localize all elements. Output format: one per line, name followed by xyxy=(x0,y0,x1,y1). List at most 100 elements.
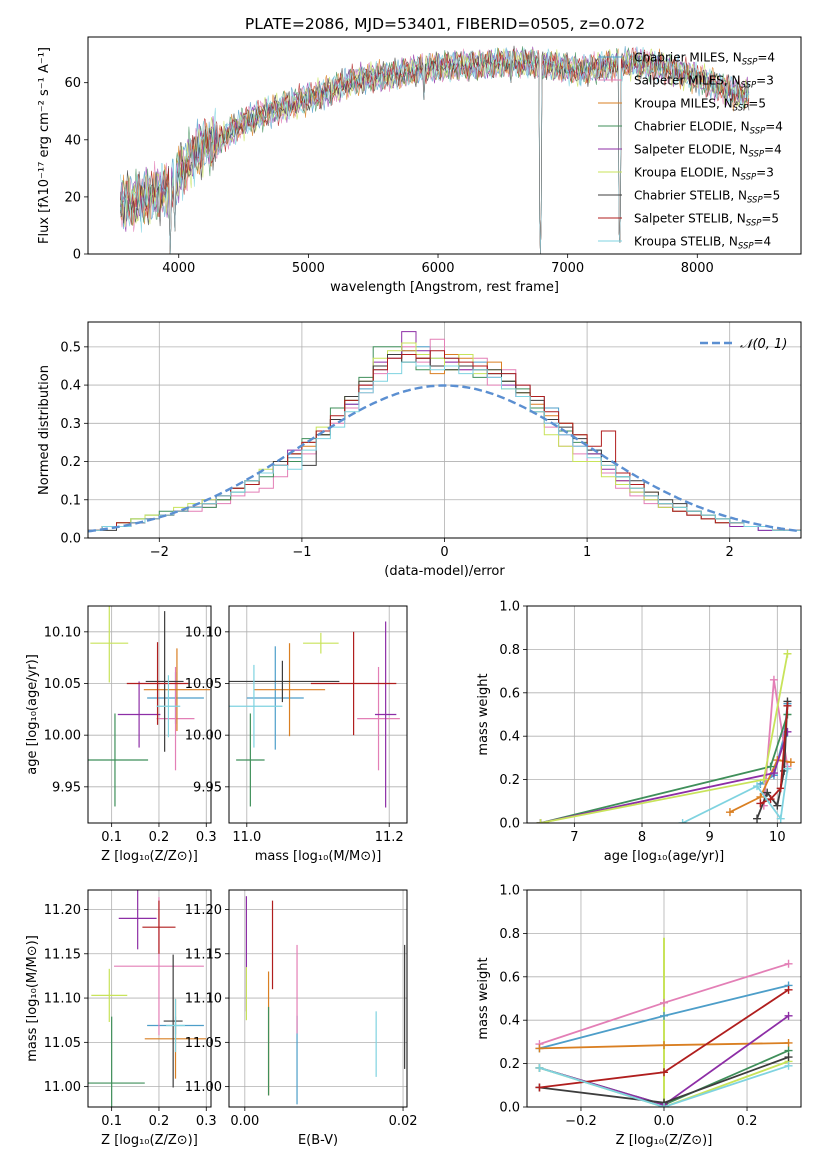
weight-marker xyxy=(773,801,782,810)
weight-marker xyxy=(784,1038,793,1047)
weight-marker xyxy=(769,675,778,684)
weight-marker xyxy=(783,649,792,658)
legend-entry-count: =4 xyxy=(764,143,782,157)
weight-marker xyxy=(784,1061,793,1070)
y-axis-label: mass weight xyxy=(476,957,491,1039)
y-tick-label: 9.95 xyxy=(52,780,81,795)
legend-entry: Kroupa ELODIE, NSSP=3 xyxy=(634,166,774,183)
x-tick-label: 4000 xyxy=(162,261,195,276)
y-tick-label: 10.10 xyxy=(185,625,222,640)
x-tick-label: 8000 xyxy=(681,261,714,276)
x-tick-label: 2 xyxy=(726,545,734,560)
axes-frame xyxy=(526,605,802,824)
legend-entry-sub: SSP xyxy=(733,104,749,114)
weight-marker xyxy=(678,819,687,823)
weight-marker xyxy=(536,819,545,823)
y-tick-label: 60 xyxy=(64,76,81,91)
y-tick-label: 11.00 xyxy=(185,1080,222,1095)
legend-entry-count: =3 xyxy=(756,166,774,180)
x-axis-label: mass [log₁₀(M/M⊙)] xyxy=(255,849,382,864)
x-axis-label: wavelength [Angstrom, rest frame] xyxy=(330,280,559,295)
x-tick-label: 7 xyxy=(570,830,578,845)
panel-weight-vs-age: 7 8 9 10 0.0 0.2 0.4 0.6 0.8 1.0 age [log₁₀(age/yr… xyxy=(476,600,802,864)
weight-marker xyxy=(783,764,792,773)
data-point xyxy=(303,632,339,654)
x-axis-label: Z [log₁₀(Z/Z⊙)] xyxy=(101,1133,198,1148)
weight-marker xyxy=(784,1011,793,1020)
y-tick-label: 0.6 xyxy=(499,970,520,985)
legend-entry-sub: SSP xyxy=(742,58,758,68)
data-point xyxy=(143,648,211,732)
y-axis-label: Normed distribution xyxy=(37,365,52,495)
x-tick-label: 11.2 xyxy=(375,830,404,845)
weight-marker xyxy=(756,799,765,808)
weight-marker xyxy=(769,769,778,778)
weight-line xyxy=(760,705,789,805)
x-tick-label: 0 xyxy=(440,545,448,560)
weight-marker xyxy=(784,1053,793,1062)
weight-line xyxy=(540,653,789,823)
data-point xyxy=(253,643,326,737)
y-tick-label: 10.05 xyxy=(44,677,81,692)
x-tick-label: 0.2 xyxy=(737,1114,758,1129)
weight-marker xyxy=(753,782,762,791)
y-tick-label: 0.0 xyxy=(60,532,81,547)
legend-entry-name: Chabrier ELODIE, N xyxy=(634,120,750,134)
weight-marker xyxy=(786,758,795,767)
weight-marker xyxy=(660,998,668,1007)
axes-frame xyxy=(228,605,408,824)
weight-line xyxy=(539,1064,789,1107)
x-tick-label: −2 xyxy=(150,545,169,560)
weight-marker xyxy=(784,985,793,994)
y-tick-label: 0.4 xyxy=(60,379,81,394)
x-tick-label: 5000 xyxy=(292,261,325,276)
y-tick-label: 0.4 xyxy=(499,1014,520,1029)
legend-entry-count: =3 xyxy=(756,74,774,88)
y-axis-label: Flux [fλ10⁻¹⁷ erg cm⁻² s⁻¹ A⁻¹] xyxy=(37,47,52,244)
panel-mass-vs-Z: 0.1 0.2 0.3 11.00 11.05 11.10 11.15 11.20 Z [log… xyxy=(25,889,217,1148)
panel-mass-vs-ebv: 0.00 0.02 11.00 11.05 11.10 11.15 11.20 E(B-V) xyxy=(185,889,418,1148)
x-tick-label: 0.2 xyxy=(149,830,170,845)
y-tick-label: 0.8 xyxy=(499,927,520,942)
weight-marker xyxy=(776,814,785,823)
legend-entry-sub: SSP xyxy=(746,219,762,229)
weight-line xyxy=(540,714,789,823)
x-axis-label: (data-model)/error xyxy=(384,564,505,579)
x-axis-label: E(B-V) xyxy=(298,1133,338,1148)
data-point xyxy=(145,611,184,752)
axes-frame xyxy=(87,36,802,255)
x-tick-label: 0.02 xyxy=(389,1114,418,1129)
legend-entry-count: =5 xyxy=(763,189,781,203)
data-point xyxy=(142,900,176,954)
y-tick-label: 11.10 xyxy=(44,992,81,1007)
y-axis-label: mass weight xyxy=(476,673,491,755)
legend-entry-name: Kroupa STELIB, N xyxy=(634,235,738,249)
weight-marker xyxy=(766,762,775,771)
legend-entry-count: =4 xyxy=(757,51,775,65)
legend-entry-name: Salpeter MILES, N xyxy=(634,74,741,88)
y-tick-label: 10.05 xyxy=(185,677,222,692)
y-tick-label: 0.2 xyxy=(499,773,520,788)
data-point xyxy=(91,968,128,1022)
y-tick-label: 0.2 xyxy=(60,455,81,470)
y-tick-label: 0.2 xyxy=(499,1057,520,1072)
y-axis-label: mass [log₁₀(M/M⊙)] xyxy=(25,935,40,1062)
y-tick-label: 0 xyxy=(73,248,81,263)
data-point xyxy=(236,713,265,807)
legend-entry-name: Chabrier STELIB, N xyxy=(634,189,747,203)
data-point xyxy=(229,664,283,748)
y-tick-label: 11.05 xyxy=(44,1036,81,1051)
plot-area xyxy=(536,649,795,823)
data-point xyxy=(90,606,129,683)
legend-entry-name: Salpeter STELIB, N xyxy=(634,212,746,226)
x-tick-label: 9 xyxy=(706,830,714,845)
axes-frame xyxy=(87,605,212,824)
x-tick-label: 7000 xyxy=(551,261,584,276)
plot-area xyxy=(245,896,406,1105)
x-axis-label: age [log₁₀(age/yr)] xyxy=(604,849,725,864)
legend-entry-count: =4 xyxy=(765,120,783,134)
weight-marker xyxy=(660,1041,668,1050)
